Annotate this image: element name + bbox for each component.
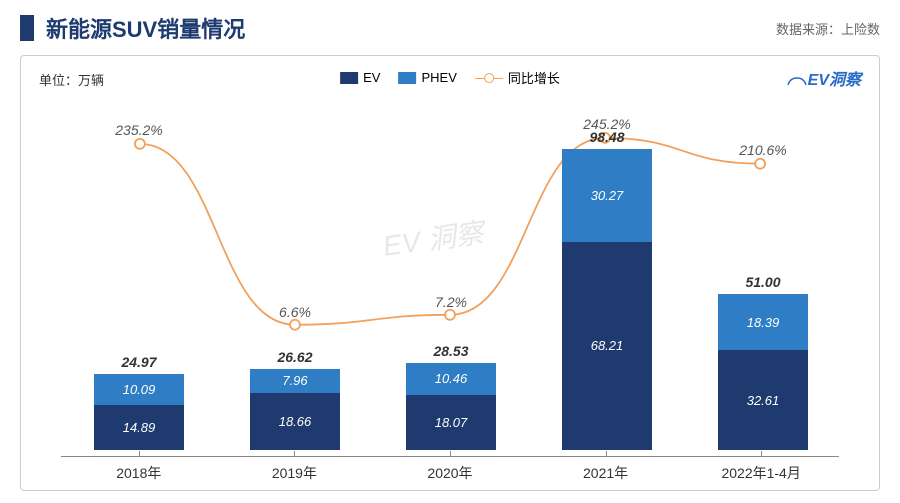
- bar-ev: 14.89: [94, 405, 184, 450]
- brand-logo: EV洞察: [786, 66, 861, 90]
- bar-phev: 7.96: [250, 369, 340, 393]
- header: 新能源SUV销量情况 数据来源：上险数: [0, 0, 900, 52]
- bar-total-label: 26.62: [250, 349, 340, 365]
- growth-label: 210.6%: [739, 142, 786, 158]
- bar-total-label: 28.53: [406, 343, 496, 359]
- bar-ev: 18.07: [406, 395, 496, 450]
- growth-label: 245.2%: [583, 116, 630, 132]
- bar-ev: 32.61: [718, 350, 808, 450]
- page-title: 新能源SUV销量情况: [46, 12, 776, 44]
- legend-growth-label: 同比增长: [508, 68, 560, 87]
- chart-container: 单位：万辆 EV PHEV 同比增长 EV洞察 EV 洞察 14.8910.09…: [20, 55, 880, 491]
- legend-phev-label: PHEV: [421, 70, 456, 85]
- bar-total-label: 24.97: [94, 354, 184, 370]
- legend-phev: PHEV: [398, 70, 456, 85]
- x-axis-label: 2021年: [528, 457, 684, 480]
- x-axis-label: 2019年: [217, 457, 373, 480]
- growth-marker: [445, 310, 455, 320]
- growth-marker: [290, 320, 300, 330]
- bar-phev: 18.39: [718, 294, 808, 350]
- bar-ev: 68.21: [562, 242, 652, 450]
- x-axis-label: 2020年: [372, 457, 528, 480]
- data-source-label: 数据来源：上险数: [776, 19, 880, 38]
- bar-phev: 10.09: [94, 374, 184, 405]
- bar-total-label: 51.00: [718, 274, 808, 290]
- growth-label: 7.2%: [435, 294, 467, 310]
- logo-text: EV洞察: [808, 72, 861, 89]
- legend-ev: EV: [340, 70, 380, 85]
- growth-label: 6.6%: [279, 304, 311, 320]
- legend-ev-label: EV: [363, 70, 380, 85]
- legend-ev-swatch: [340, 72, 358, 84]
- bar-ev: 18.66: [250, 393, 340, 450]
- legend-growth: 同比增长: [475, 68, 560, 87]
- legend: EV PHEV 同比增长: [340, 68, 560, 87]
- growth-marker: [755, 159, 765, 169]
- x-axis-label: 2022年1-4月: [683, 457, 839, 480]
- unit-label: 单位：万辆: [39, 70, 104, 89]
- legend-phev-swatch: [398, 72, 416, 84]
- growth-label: 235.2%: [115, 122, 162, 138]
- x-axis-label: 2018年: [61, 457, 217, 480]
- header-accent-bar: [20, 15, 34, 41]
- bar-phev: 30.27: [562, 149, 652, 241]
- bar-phev: 10.46: [406, 363, 496, 395]
- x-axis: 2018年2019年2020年2021年2022年1-4月: [61, 456, 839, 480]
- car-icon: [786, 74, 808, 88]
- growth-marker: [135, 139, 145, 149]
- plot-area: 14.8910.09 24.97 235.2% 18.667.96 26.62 6.6% 1…: [61, 116, 839, 450]
- legend-line-swatch: [475, 71, 503, 85]
